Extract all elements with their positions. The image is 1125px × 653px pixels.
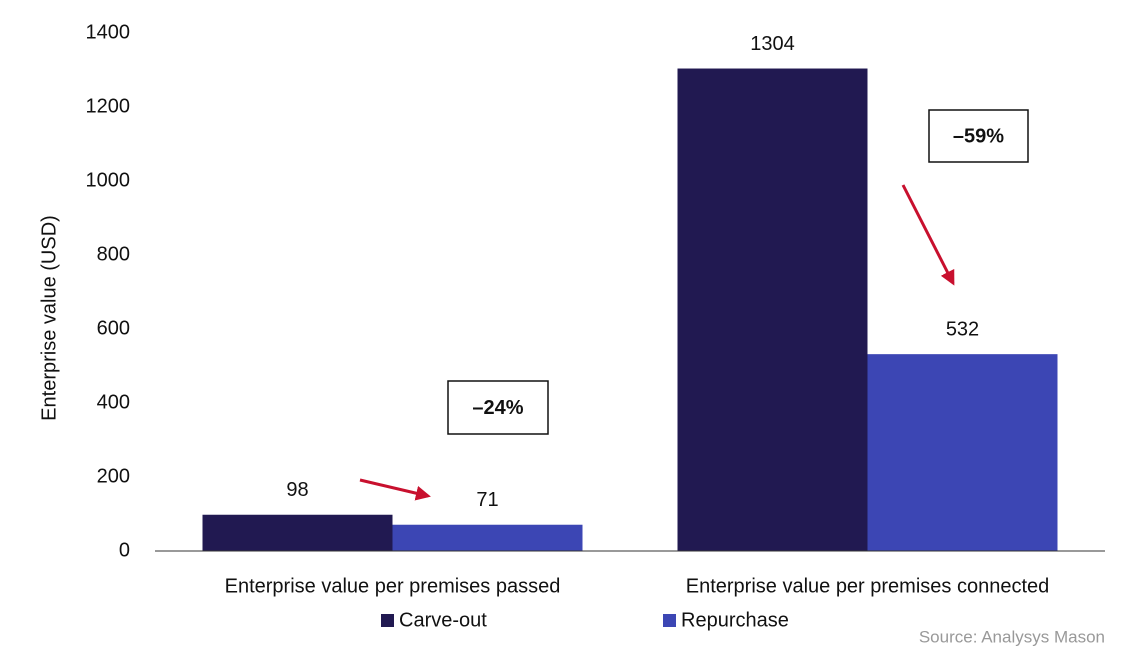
bar <box>867 354 1058 551</box>
value-label: 71 <box>476 489 498 511</box>
value-label: 532 <box>946 318 979 340</box>
legend-label: Carve-out <box>399 609 487 631</box>
bar <box>202 514 393 551</box>
bar <box>392 524 583 551</box>
y-tick-label: 600 <box>97 317 130 339</box>
y-tick-label: 1400 <box>86 21 131 43</box>
arrow <box>901 184 955 286</box>
bar <box>677 68 868 552</box>
y-tick-label: 400 <box>97 391 130 413</box>
value-label: 1304 <box>750 33 795 55</box>
annotation-box <box>447 380 549 435</box>
x-tick-label: Enterprise value per premises passed <box>225 575 561 597</box>
annotation: –59% <box>953 125 1004 147</box>
y-axis-label: Enterprise value (USD) <box>38 215 60 421</box>
y-tick-label: 0 <box>119 539 130 561</box>
annotation: –24% <box>472 397 523 419</box>
legend-swatch <box>381 614 394 627</box>
legend-label: Repurchase <box>681 609 789 631</box>
legend-swatch <box>663 614 676 627</box>
y-tick-label: 200 <box>97 465 130 487</box>
arrow <box>359 478 431 501</box>
x-tick-label: Enterprise value per premises connected <box>686 575 1050 597</box>
annotation-box <box>928 109 1029 163</box>
y-tick-label: 800 <box>97 243 130 265</box>
value-label: 98 <box>286 479 308 501</box>
y-tick-label: 1200 <box>86 95 131 117</box>
source: Source: Analysys Mason <box>919 627 1105 646</box>
y-tick-label: 1000 <box>86 169 131 191</box>
